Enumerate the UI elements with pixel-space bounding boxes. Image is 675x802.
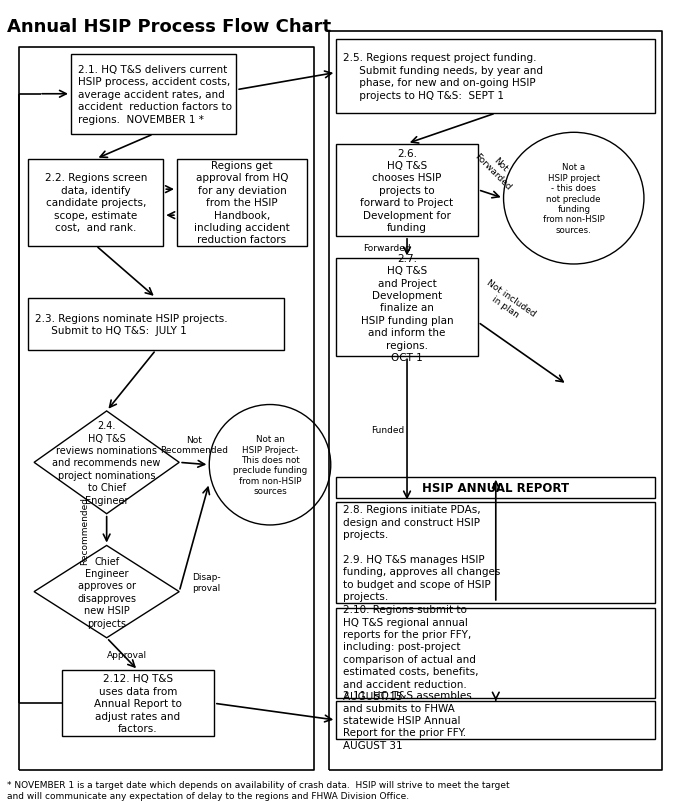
Text: 2.1. HQ T&S delivers current
HSIP process, accident costs,
average accident rate: 2.1. HQ T&S delivers current HSIP proces…: [78, 65, 232, 124]
Text: 2.11. HQ T&S assembles
and submits to FHWA
statewide HSIP Annual
Report for the : 2.11. HQ T&S assembles and submits to FH…: [343, 691, 472, 750]
Polygon shape: [34, 545, 180, 638]
Text: 2.12. HQ T&S
uses data from
Annual Report to
adjust rates and
factors.: 2.12. HQ T&S uses data from Annual Repor…: [94, 674, 182, 733]
FancyBboxPatch shape: [177, 160, 307, 246]
Text: Annual HSIP Process Flow Chart: Annual HSIP Process Flow Chart: [7, 18, 331, 36]
FancyBboxPatch shape: [336, 40, 655, 114]
Text: 2.5. Regions request project funding.
     Submit funding needs, by year and
   : 2.5. Regions request project funding. Su…: [343, 54, 543, 100]
FancyBboxPatch shape: [336, 701, 655, 739]
Text: 2.2. Regions screen
data, identify
candidate projects,
scope, estimate
cost,  an: 2.2. Regions screen data, identify candi…: [45, 173, 147, 233]
Text: Funded: Funded: [371, 425, 405, 435]
Ellipse shape: [209, 405, 331, 525]
FancyBboxPatch shape: [336, 503, 655, 603]
FancyBboxPatch shape: [336, 608, 655, 698]
Text: 2.10. Regions submit to
HQ T&S regional annual
reports for the prior FFY,
includ: 2.10. Regions submit to HQ T&S regional …: [343, 605, 479, 701]
Text: Not included
in plan: Not included in plan: [479, 278, 537, 327]
Text: Approval: Approval: [107, 650, 147, 658]
Text: Not an
HSIP Project-
This does not
preclude funding
from non-HSIP
sources: Not an HSIP Project- This does not precl…: [233, 435, 307, 496]
FancyBboxPatch shape: [336, 259, 478, 357]
Text: 2.8. Regions initiate PDAs,
design and construct HSIP
projects.

2.9. HQ T&S man: 2.8. Regions initiate PDAs, design and c…: [343, 504, 500, 602]
Text: Forwarded: Forwarded: [363, 243, 410, 253]
Text: 2.6.
HQ T&S
chooses HSIP
projects to
forward to Project
Development for
funding: 2.6. HQ T&S chooses HSIP projects to for…: [360, 148, 454, 233]
FancyBboxPatch shape: [28, 298, 284, 350]
FancyBboxPatch shape: [336, 144, 478, 237]
Text: Recommended: Recommended: [80, 496, 90, 564]
Text: Not a
HSIP project
- this does
not preclude
funding
from non-HSIP
sources.: Not a HSIP project - this does not precl…: [543, 164, 605, 234]
Text: 2.3. Regions nominate HSIP projects.
     Submit to HQ T&S:  JULY 1: 2.3. Regions nominate HSIP projects. Sub…: [35, 314, 227, 335]
Text: * NOVEMBER 1 is a target date which depends on availability of crash data.  HSIP: * NOVEMBER 1 is a target date which depe…: [7, 780, 510, 800]
Ellipse shape: [504, 133, 644, 265]
FancyBboxPatch shape: [336, 477, 655, 499]
Text: HSIP ANNUAL REPORT: HSIP ANNUAL REPORT: [423, 481, 569, 495]
Text: 2.7.
HQ T&S
and Project
Development
finalize an
HSIP funding plan
and inform the: 2.7. HQ T&S and Project Development fina…: [360, 253, 454, 363]
Text: Not
Forwarded: Not Forwarded: [473, 144, 520, 192]
Polygon shape: [34, 411, 180, 514]
Text: 2.4.
HQ T&S
reviews nominations
and recommends new
project nominations
to Chief
: 2.4. HQ T&S reviews nominations and reco…: [53, 420, 161, 505]
Text: Disap-
proval: Disap- proval: [192, 573, 221, 592]
Text: Chief
Engineer
approves or
disapproves
new HSIP
projects: Chief Engineer approves or disapproves n…: [77, 556, 136, 628]
FancyBboxPatch shape: [71, 55, 236, 135]
FancyBboxPatch shape: [62, 670, 214, 736]
Text: Regions get
approval from HQ
for any deviation
from the HSIP
Handbook,
including: Regions get approval from HQ for any dev…: [194, 160, 290, 245]
Text: Not
Recommended: Not Recommended: [160, 435, 228, 455]
FancyBboxPatch shape: [28, 160, 163, 246]
